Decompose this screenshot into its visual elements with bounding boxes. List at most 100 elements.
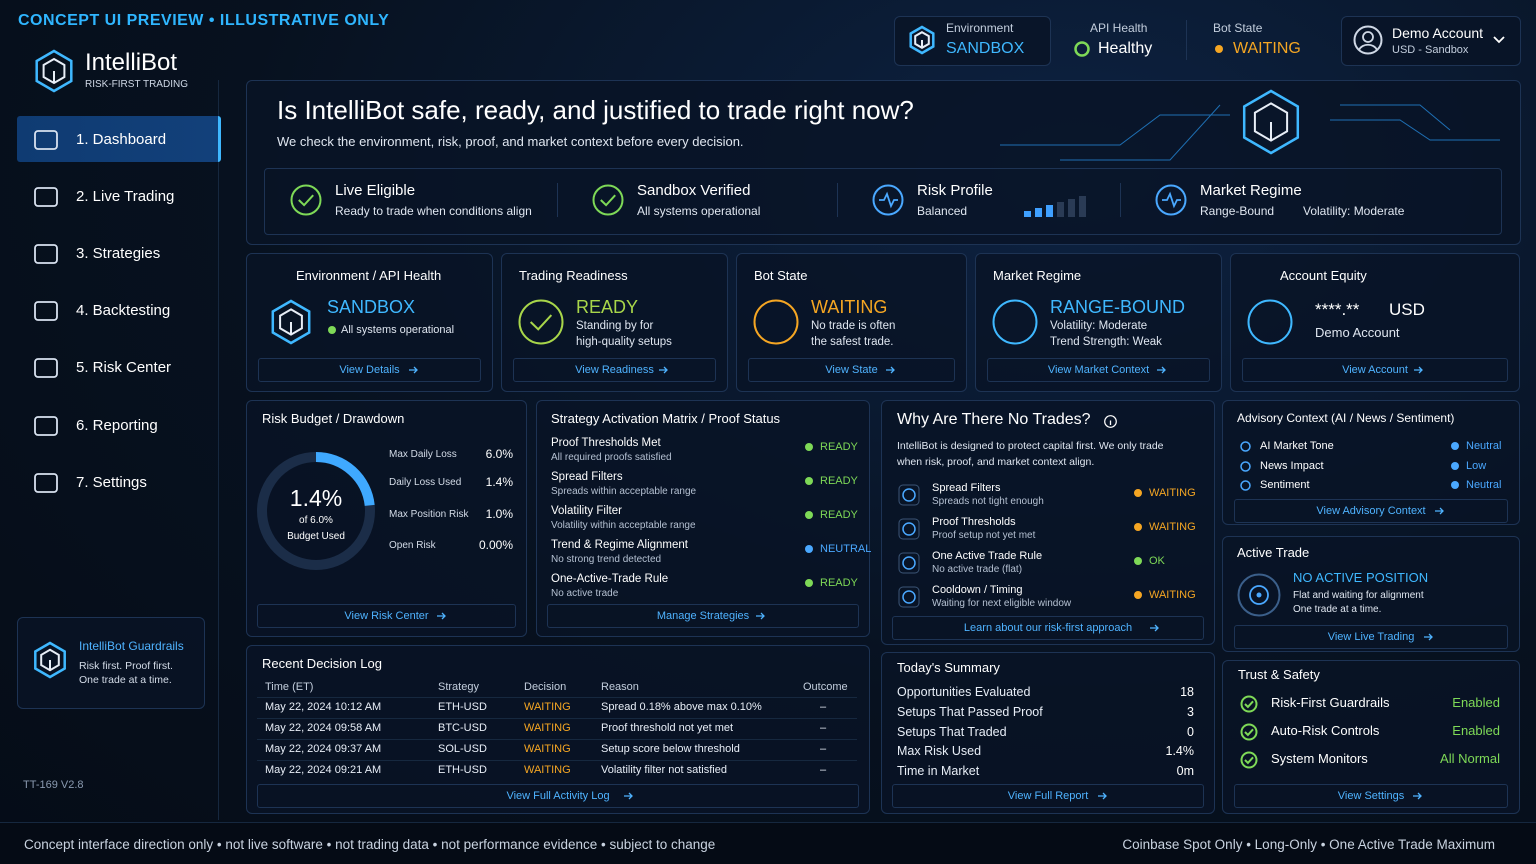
icon-part — [1493, 36, 1505, 44]
link-text[interactable]: View Settings — [1337, 790, 1405, 802]
link-text[interactable]: View Live Trading — [1327, 631, 1415, 643]
icon-part — [40, 648, 60, 672]
icon-part — [898, 586, 920, 608]
guardrails-title: IntelliBot Guardrails — [79, 639, 184, 653]
card-line: All systems operational — [341, 324, 455, 336]
link-arrow — [1423, 633, 1433, 641]
link-text[interactable]: View Market Context — [1047, 364, 1150, 376]
trust-name: Auto-Risk Controls — [1271, 723, 1380, 738]
status-card — [975, 253, 1222, 392]
icon-part — [34, 130, 58, 150]
link-button[interactable]: View Full Report — [892, 784, 1204, 808]
trust-name: Risk-First Guardrails — [1271, 695, 1390, 710]
link-text[interactable]: View Full Report — [1007, 790, 1089, 802]
card-icon — [992, 299, 1038, 345]
nav-icon — [34, 244, 58, 265]
card-line: the safest trade. — [811, 336, 894, 348]
status-dot — [805, 545, 813, 553]
matrix-name: Spread Filters — [551, 471, 623, 483]
link-button[interactable]: Manage Strategies — [547, 604, 859, 628]
link-text[interactable]: Manage Strategies — [656, 610, 750, 622]
link-button[interactable]: View Risk Center — [257, 604, 516, 628]
status-dot — [1451, 481, 1459, 489]
log-cell: May 22, 2024 09:37 AM — [265, 743, 382, 755]
link-text[interactable]: View Full Activity Log — [506, 790, 610, 802]
info-icon — [1104, 415, 1117, 428]
icon-part — [1451, 461, 1459, 470]
icon-part — [34, 187, 58, 207]
risk-label: Max Daily Loss — [389, 449, 457, 460]
log-cell: ETH-USD — [438, 701, 487, 713]
link-button[interactable]: View Settings — [1234, 784, 1508, 808]
card-title: Bot State — [754, 268, 808, 283]
nav-item: 2. Live Trading — [76, 188, 175, 206]
icon-part — [1155, 184, 1187, 216]
check-divider — [837, 183, 838, 217]
link-button[interactable]: View Details — [258, 358, 481, 382]
reason-detail: Spreads not tight enough — [932, 496, 1044, 507]
icon-part — [1134, 557, 1142, 565]
link-text[interactable]: View State — [825, 364, 878, 376]
risk-value: 0.00% — [478, 538, 513, 552]
link-arrow — [755, 612, 765, 620]
link-arrow — [885, 366, 895, 374]
icon-part — [436, 612, 446, 620]
card-status: SANDBOX — [327, 297, 416, 317]
matrix-detail: No active trade — [551, 588, 619, 599]
matrix-name: Volatility Filter — [551, 505, 622, 517]
icon-part — [1134, 489, 1142, 497]
icon-part — [1253, 102, 1289, 142]
link-button[interactable]: View State — [748, 358, 955, 382]
summary-value: 0m — [1176, 764, 1194, 779]
card-title: Account Equity — [1280, 268, 1367, 283]
log-cell: SOL-USD — [438, 743, 487, 755]
link-button[interactable]: View Account — [1242, 358, 1508, 382]
check-title: Risk Profile — [917, 182, 993, 199]
link-button[interactable]: View Full Activity Log — [257, 784, 859, 808]
log-cell: May 22, 2024 10:12 AM — [265, 701, 382, 713]
matrix-detail: Spreads within acceptable range — [551, 486, 697, 497]
icon-part — [898, 552, 920, 574]
check-title: Sandbox Verified — [637, 182, 751, 199]
link-button[interactable]: View Advisory Context — [1234, 499, 1508, 523]
matrix-status: READY — [820, 577, 858, 589]
link-button[interactable]: View Live Trading — [1234, 625, 1508, 649]
icon-part — [902, 488, 916, 502]
trust-status: Enabled — [1452, 695, 1500, 710]
account-chevron — [1493, 36, 1505, 44]
icon-part — [805, 579, 813, 587]
nav-icon — [34, 187, 58, 207]
status-label: Bot State — [1213, 21, 1263, 35]
link-button[interactable]: Learn about our risk-first approach — [892, 616, 1204, 640]
matrix-status: READY — [820, 475, 858, 487]
icon-part — [279, 308, 303, 336]
log-cell: May 22, 2024 09:21 AM — [265, 764, 382, 776]
icon-part — [1215, 45, 1223, 53]
check-icon — [1155, 184, 1187, 216]
icon-part — [1451, 442, 1459, 450]
icon-part — [1242, 89, 1300, 155]
link-text[interactable]: View Account — [1342, 364, 1408, 376]
icon-part — [1134, 523, 1142, 531]
card-title: Market Regime — [993, 268, 1082, 283]
link-text[interactable]: Learn about our risk-first approach — [963, 622, 1133, 634]
active-line: Flat and waiting for alignment — [1293, 590, 1424, 601]
link-text[interactable]: View Risk Center — [344, 610, 429, 622]
nav-item: 4. Backtesting — [76, 302, 171, 320]
log-header: Decision — [524, 681, 567, 693]
check-detail: Range-Bound — [1200, 204, 1275, 218]
link-text[interactable]: View Details — [339, 364, 400, 376]
icon-part — [1244, 728, 1254, 737]
icon-part — [271, 299, 311, 345]
link-button[interactable]: View Market Context — [987, 358, 1210, 382]
link-button[interactable]: View Readiness — [513, 358, 716, 382]
link-text[interactable]: View Readiness — [575, 364, 654, 376]
link-text[interactable]: View Advisory Context — [1316, 505, 1426, 517]
status-value: SANDBOX — [946, 40, 1025, 57]
icon-part — [805, 443, 813, 451]
intro: IntelliBot is designed to protect capita… — [897, 440, 1164, 468]
status-value: WAITING — [1233, 40, 1301, 57]
advisory-value: Low — [1466, 459, 1487, 472]
matrix-name: One-Active-Trade Rule — [551, 573, 669, 585]
icon-part — [898, 484, 920, 506]
